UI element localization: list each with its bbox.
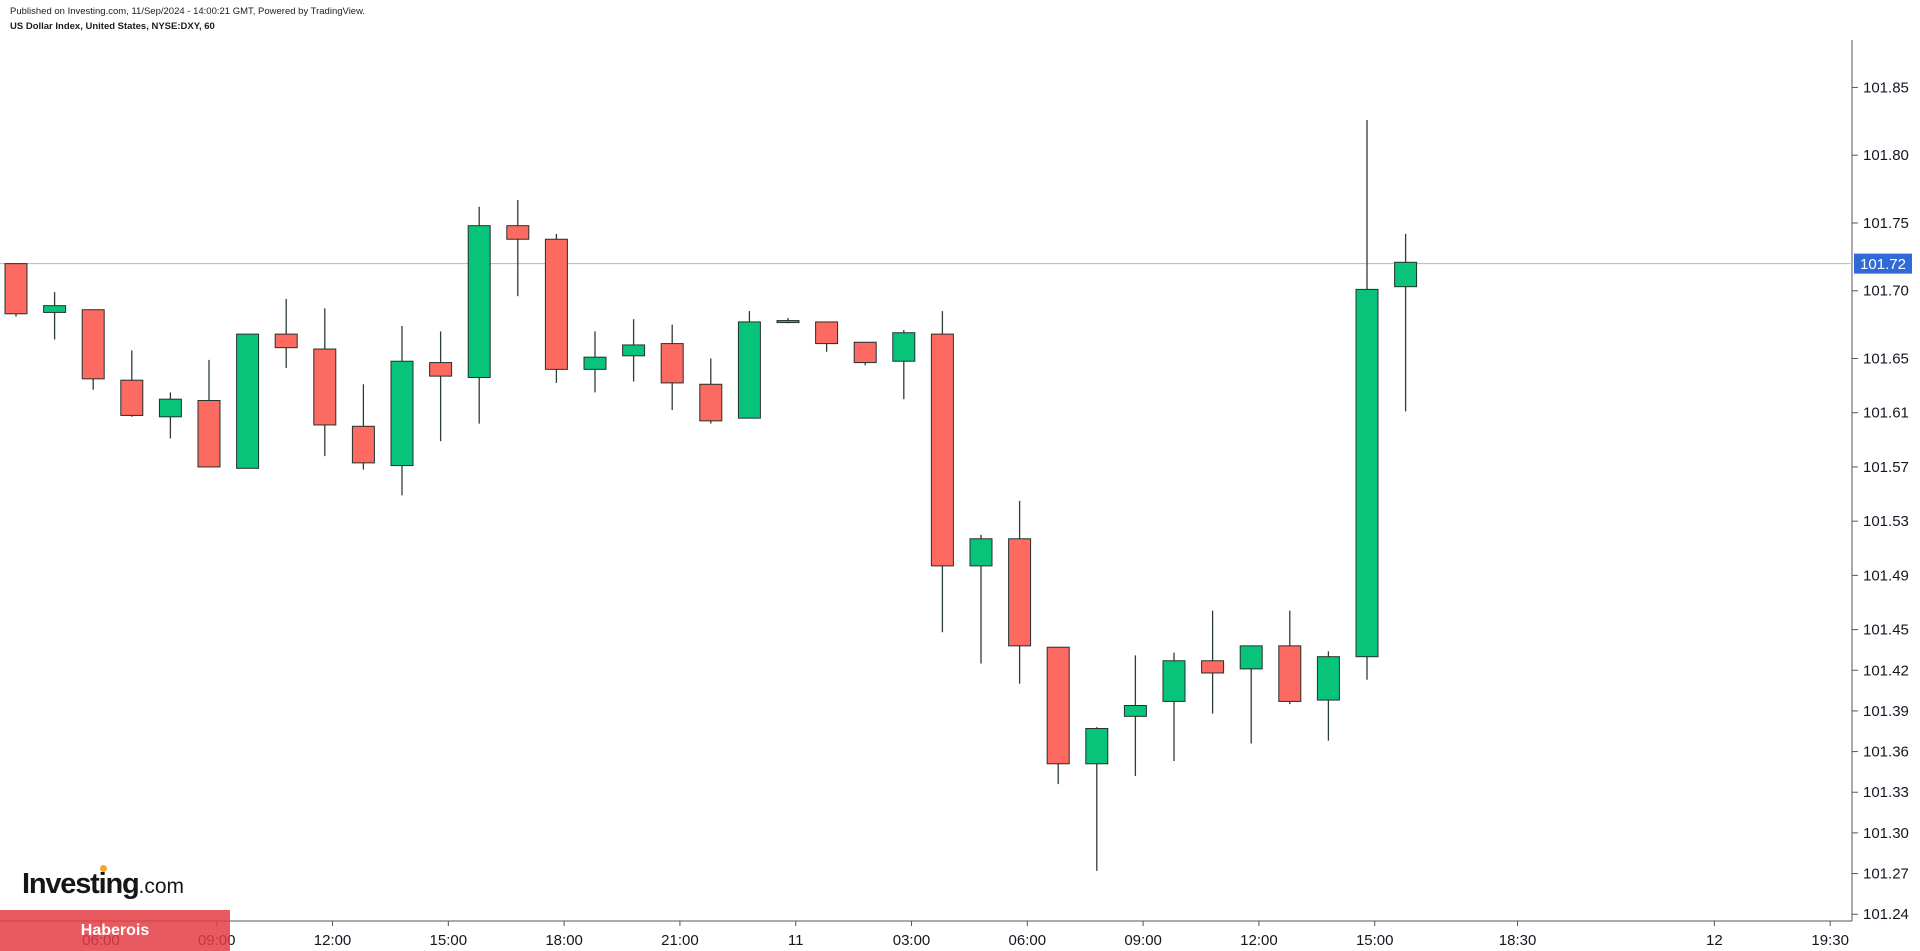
y-tick-label: 101.80 [1863,147,1909,164]
published-note: Published on Investing.com, 11/Sep/2024 … [10,6,366,17]
candle-body-up[interactable] [236,333,260,469]
investing-logo: Investing.com [22,865,185,901]
candle-body-up[interactable] [1162,660,1186,702]
candle-body-up[interactable] [892,332,916,362]
candle-body-down[interactable] [699,383,723,422]
candle-body-up[interactable] [737,321,761,419]
symbol-title: US Dollar Index, United States, NYSE:DXY… [10,21,215,32]
y-tick-label: 101.39 [1863,703,1909,720]
y-tick-label: 101.57 [1863,459,1909,476]
x-tick-label: 12:00 [314,932,352,949]
candle-body-up[interactable] [1085,728,1109,765]
candle-body-up[interactable] [1316,656,1340,701]
candle-body-down[interactable] [274,333,298,349]
x-tick-label: 18:00 [545,932,583,949]
candle-body-up[interactable] [776,320,800,324]
x-tick-label: 09:00 [1124,932,1162,949]
candle-body-up[interactable] [622,344,646,357]
candle-body-up[interactable] [1355,288,1379,658]
y-tick-label: 101.85 [1863,79,1909,96]
candle-body-up[interactable] [583,356,607,370]
candle-body-down[interactable] [853,341,877,364]
y-tick-label: 101.33 [1863,784,1909,801]
candle-body-down[interactable] [1008,538,1032,647]
candle-body-down[interactable] [1046,646,1070,765]
y-tick-label: 101.24 [1863,906,1909,923]
y-tick-label: 101.53 [1863,513,1909,530]
candle-body-down[interactable] [544,238,568,370]
candle-body-up[interactable] [467,225,491,378]
y-tick-label: 101.45 [1863,622,1909,639]
y-tick-label: 101.70 [1863,283,1909,300]
candle-body-down[interactable] [506,225,530,240]
x-tick-label: 06:00 [1009,932,1047,949]
candle-body-down[interactable] [4,263,28,315]
candle-body-up[interactable] [390,360,414,467]
y-tick-label: 101.36 [1863,744,1909,761]
candle-body-down[interactable] [930,333,954,567]
candle-body-down[interactable] [660,343,684,384]
candle-body-up[interactable] [1394,261,1418,288]
candle-body-down[interactable] [1278,645,1302,702]
logo-dot-icon [100,865,107,872]
y-tick-label: 101.75 [1863,215,1909,232]
x-tick-label: 03:00 [893,932,931,949]
x-tick-label: 18:30 [1499,932,1537,949]
watermark-banner: Haberois [0,910,230,951]
y-tick-label: 101.42 [1863,662,1909,679]
y-tick-label: 101.49 [1863,567,1909,584]
x-tick-label: 12 [1706,932,1723,949]
x-tick-label: 15:00 [1356,932,1394,949]
candle-body-down[interactable] [197,400,221,468]
y-tick-label: 101.65 [1863,351,1909,368]
candle-body-down[interactable] [1201,660,1225,674]
candle-body-up[interactable] [969,538,993,567]
logo-main-text: Investing [22,868,140,900]
last-price-label: 101.72 [1860,256,1906,273]
logo-dotcom-text: .com [138,875,185,898]
y-tick-label: 101.30 [1863,825,1909,842]
x-tick-label: 12:00 [1240,932,1278,949]
y-tick-label: 101.27 [1863,866,1909,883]
candle-body-up[interactable] [1239,645,1263,670]
candle-body-up[interactable] [1123,704,1147,717]
y-tick-label: 101.61 [1863,405,1909,422]
last-price-tag [1854,253,1912,274]
x-tick-label: 21:00 [661,932,699,949]
x-tick-label: 19:30 [1811,932,1849,949]
candle-body-down[interactable] [815,321,839,345]
candle-body-down[interactable] [120,379,144,416]
candle-body-down[interactable] [429,362,453,377]
x-tick-label: 15:00 [430,932,468,949]
candle-body-down[interactable] [313,348,337,426]
candle-body-down[interactable] [351,425,375,464]
candle-body-up[interactable] [43,305,67,313]
candle-body-up[interactable] [158,398,182,418]
candle-body-down[interactable] [81,309,105,380]
x-tick-label: 11 [788,932,804,949]
